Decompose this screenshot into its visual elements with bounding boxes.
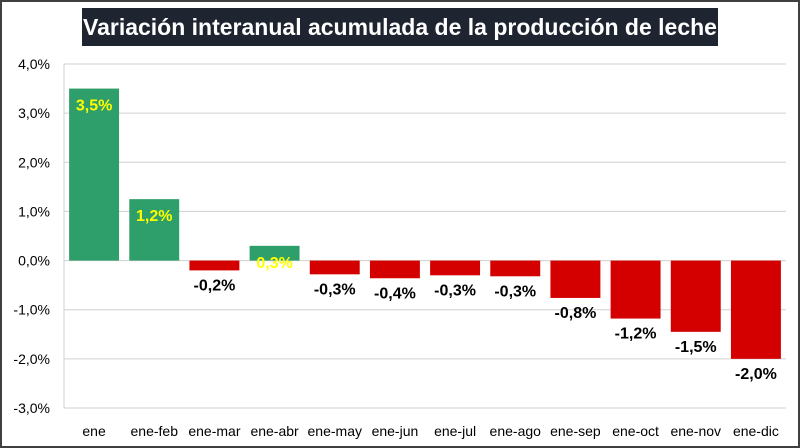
x-tick-label: ene-ago bbox=[490, 423, 542, 439]
x-tick-label: ene-may bbox=[308, 423, 362, 439]
chart-title: Variación interanual acumulada de la pro… bbox=[82, 8, 718, 46]
bar-ene-abr bbox=[249, 245, 300, 261]
bar-ene-mar bbox=[189, 260, 240, 271]
y-tick-label: -1,0% bbox=[13, 302, 50, 318]
y-tick-label: 2,0% bbox=[18, 154, 50, 170]
x-tick-label: ene-dic bbox=[733, 423, 779, 439]
bar-ene-feb bbox=[129, 199, 180, 261]
data-label: -1,2% bbox=[615, 326, 657, 343]
y-tick-label: 4,0% bbox=[18, 56, 50, 72]
bar-ene-jun bbox=[369, 260, 420, 279]
x-tick-label: ene-feb bbox=[131, 423, 179, 439]
bars bbox=[69, 88, 781, 359]
data-label: 3,5% bbox=[76, 98, 112, 115]
x-tick-label: ene-sep bbox=[550, 423, 601, 439]
data-labels: 3,5% 1,2% -0,2% 0,3% -0,3% -0,4% -0,3% -0,3% -0,… bbox=[76, 98, 777, 383]
y-tick-label: 0,0% bbox=[18, 253, 50, 269]
data-label: -2,0% bbox=[735, 366, 777, 383]
bar-ene-sep bbox=[550, 260, 601, 298]
y-tick-label: -2,0% bbox=[13, 351, 50, 367]
bar-ene-may bbox=[309, 260, 360, 275]
axes: 4,0% 3,0% 2,0% 1,0% 0,0% -1,0% -2,0% -3,0% ene en… bbox=[13, 56, 778, 439]
x-tick-label: ene-nov bbox=[670, 423, 721, 439]
gridlines bbox=[64, 63, 786, 409]
data-label: -0,2% bbox=[194, 277, 236, 294]
bar-ene-nov bbox=[670, 260, 721, 332]
data-label: 0,3% bbox=[256, 255, 292, 272]
bar-ene-ago bbox=[490, 260, 541, 277]
y-tick-label: 3,0% bbox=[18, 105, 50, 121]
x-tick-label: ene-jun bbox=[372, 423, 419, 439]
bar-ene-oct bbox=[610, 260, 661, 319]
data-label: 1,2% bbox=[136, 208, 172, 225]
bar-ene-dic bbox=[730, 260, 781, 359]
x-tick-label: ene bbox=[82, 423, 106, 439]
bar-ene bbox=[69, 88, 120, 261]
x-tick-label: ene-mar bbox=[188, 423, 240, 439]
data-label: -1,5% bbox=[675, 339, 717, 356]
x-tick-label: ene-jul bbox=[434, 423, 476, 439]
x-tick-label: ene-oct bbox=[612, 423, 659, 439]
data-label: -0,3% bbox=[494, 283, 536, 300]
y-tick-label: -3,0% bbox=[13, 400, 50, 416]
y-tick-label: 1,0% bbox=[18, 203, 50, 219]
data-label: -0,3% bbox=[434, 282, 476, 299]
data-label: -0,8% bbox=[555, 305, 597, 322]
data-label: -0,3% bbox=[314, 281, 356, 298]
bar-ene-jul bbox=[430, 260, 481, 276]
data-label: -0,4% bbox=[374, 285, 416, 302]
x-tick-label: ene-abr bbox=[250, 423, 299, 439]
